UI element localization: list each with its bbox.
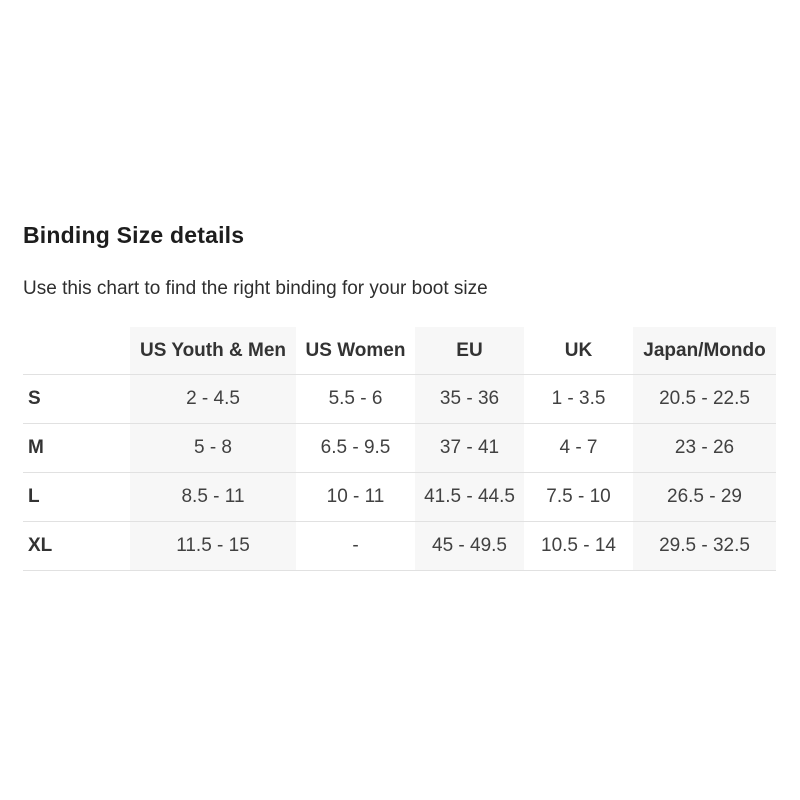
table-row-xl: XL 11.5 - 15 - 45 - 49.5 10.5 - 14 29.5 … (23, 521, 776, 571)
column-header-eu: EU (415, 327, 524, 375)
size-cell: 37 - 41 (415, 423, 524, 473)
size-cell: 1 - 3.5 (524, 374, 633, 424)
column-header-blank (23, 327, 130, 375)
size-cell: 20.5 - 22.5 (633, 374, 776, 424)
size-cell: 5.5 - 6 (296, 374, 415, 424)
column-header-japan-mondo: Japan/Mondo (633, 327, 776, 375)
row-label-l: L (23, 472, 130, 522)
size-cell: 29.5 - 32.5 (633, 521, 776, 571)
page-title: Binding Size details (23, 222, 245, 248)
size-cell: 10.5 - 14 (524, 521, 633, 571)
size-details-section: Binding Size details Use this chart to f… (23, 222, 776, 571)
size-cell: 23 - 26 (633, 423, 776, 473)
column-header-us-women: US Women (296, 327, 415, 375)
table-header-row: US Youth & Men US Women EU UK Japan/Mond… (23, 327, 776, 375)
row-label-s: S (23, 374, 130, 424)
table-row-m: M 5 - 8 6.5 - 9.5 37 - 41 4 - 7 23 - 26 (23, 423, 776, 473)
size-cell: 5 - 8 (130, 423, 296, 473)
size-cell: 11.5 - 15 (130, 521, 296, 571)
size-cell: 10 - 11 (296, 472, 415, 522)
size-cell: - (296, 521, 415, 571)
size-cell: 35 - 36 (415, 374, 524, 424)
size-cell: 8.5 - 11 (130, 472, 296, 522)
page-subtitle: Use this chart to find the right binding… (23, 278, 488, 299)
size-cell: 2 - 4.5 (130, 374, 296, 424)
column-header-uk: UK (524, 327, 633, 375)
size-cell: 7.5 - 10 (524, 472, 633, 522)
size-cell: 45 - 49.5 (415, 521, 524, 571)
row-label-xl: XL (23, 521, 130, 571)
size-cell: 6.5 - 9.5 (296, 423, 415, 473)
size-cell: 4 - 7 (524, 423, 633, 473)
table-row-s: S 2 - 4.5 5.5 - 6 35 - 36 1 - 3.5 20.5 -… (23, 374, 776, 424)
table-row-l: L 8.5 - 11 10 - 11 41.5 - 44.5 7.5 - 10 … (23, 472, 776, 522)
size-cell: 26.5 - 29 (633, 472, 776, 522)
row-label-m: M (23, 423, 130, 473)
column-header-us-youth-men: US Youth & Men (130, 327, 296, 375)
binding-size-table: US Youth & Men US Women EU UK Japan/Mond… (23, 327, 776, 571)
size-cell: 41.5 - 44.5 (415, 472, 524, 522)
